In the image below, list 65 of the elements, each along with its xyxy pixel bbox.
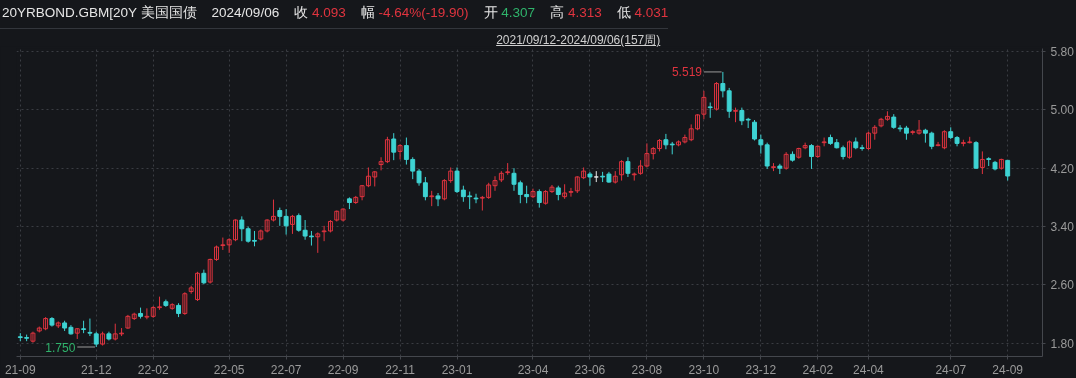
x-tick-label: 24-07 — [935, 362, 967, 377]
candlestick — [315, 231, 321, 254]
text: 高 4.313 — [550, 5, 602, 20]
candlestick — [619, 159, 625, 182]
candlestick — [764, 142, 770, 170]
candlestick — [435, 192, 441, 207]
x-tick-label: 23-01 — [441, 362, 473, 377]
text: 幅 -4.64%(-19.90) — [360, 5, 469, 20]
x-tick-label: 23-04 — [517, 362, 549, 377]
x-tick-label: 24-04 — [853, 362, 885, 377]
x-tick-label: 22-07 — [270, 362, 302, 377]
x-tick-label: 21-12 — [80, 362, 112, 377]
x-tick-label: 22-05 — [213, 362, 245, 377]
chart-subtitle: 2021/09/12-2024/09/06(157周) — [496, 33, 661, 48]
candlestick — [821, 137, 827, 147]
annotation: 5.519 — [671, 65, 703, 80]
candlestick — [587, 171, 593, 187]
y-tick-label: 3.40 — [1050, 220, 1075, 235]
x-tick-label: 23-10 — [688, 362, 720, 377]
y-tick-label: 5.00 — [1050, 103, 1075, 118]
y-tick-label: 2.60 — [1050, 278, 1075, 293]
candlestick — [473, 193, 479, 204]
candlestick — [802, 142, 808, 150]
x-tick-label: 22-09 — [327, 362, 359, 377]
candlestick — [239, 215, 245, 242]
candlestick — [809, 143, 814, 170]
candlestick — [979, 150, 985, 175]
candlestick — [720, 71, 726, 98]
candlestick — [530, 188, 536, 199]
candlestick — [144, 307, 150, 320]
candlestick — [859, 144, 865, 152]
y-tick-label: 1.80 — [1050, 336, 1075, 351]
x-tick-label: 21-09 — [4, 362, 36, 377]
chart-title: 20YRBOND.GBM[20Y 美国国债 — [2, 5, 197, 20]
candlestick — [714, 81, 719, 112]
annotation: 1.750 — [45, 340, 76, 355]
candlestick — [30, 331, 36, 344]
candlestick — [87, 318, 93, 337]
y-tick-label: 5.80 — [1050, 44, 1075, 59]
x-tick-label: 23-08 — [631, 362, 663, 377]
candlestick — [568, 187, 574, 198]
candlestick — [391, 132, 397, 161]
candlestick — [359, 184, 365, 201]
x-tick-label: 24-09 — [992, 362, 1024, 377]
x-tick-label: 23-06 — [574, 362, 606, 377]
candlestick — [397, 143, 403, 160]
x-tick-label: 24-02 — [802, 362, 834, 377]
candlestick — [290, 214, 295, 235]
text: 低 4.031 — [616, 5, 669, 20]
text: 2024/09/06 — [211, 5, 280, 20]
x-tick-label: 22-11 — [385, 362, 416, 377]
candlestick — [277, 207, 283, 227]
y-tick-label: 4.20 — [1050, 161, 1075, 176]
text: 收 4.093 — [294, 5, 346, 20]
candlestick — [182, 291, 188, 316]
x-tick-label: 23-12 — [745, 362, 777, 377]
candlestick — [625, 156, 631, 178]
candlestick — [701, 90, 707, 120]
x-tick-label: 22-02 — [137, 362, 169, 377]
candlestick — [536, 188, 542, 209]
text: 开 4.307 — [483, 5, 536, 20]
candlestick — [283, 208, 289, 236]
candlestick — [726, 87, 732, 119]
candlestick — [296, 212, 302, 233]
candlestick — [846, 139, 852, 160]
